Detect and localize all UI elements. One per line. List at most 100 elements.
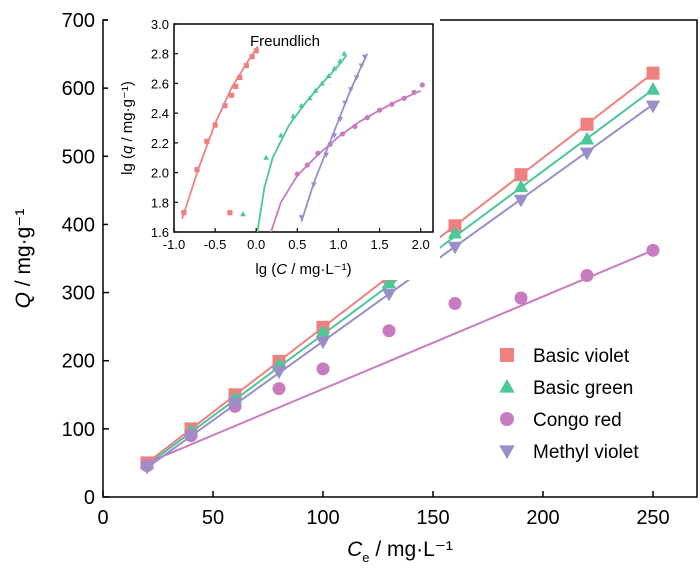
inset-y-tick-label: 2.8 — [151, 47, 169, 62]
inset-data-point — [306, 95, 313, 101]
data-point — [448, 219, 462, 233]
inset-x-tick-label: 1.5 — [371, 237, 389, 252]
data-point — [271, 366, 287, 380]
y-tick-label: 200 — [62, 351, 95, 373]
data-point — [447, 225, 463, 239]
legend-label: Congo red — [533, 410, 622, 431]
legend: Basic violet Basic green Congo red Methyl v… — [499, 346, 639, 463]
inset-data-point — [337, 58, 343, 64]
x-tick-label: 150 — [416, 507, 449, 529]
data-point — [272, 382, 286, 396]
inset-y-tick-label: 3.0 — [151, 17, 169, 32]
data-point — [227, 397, 243, 411]
data-point — [183, 430, 199, 444]
data-point — [381, 275, 397, 289]
inset-background — [108, 18, 440, 280]
inset-x-tick-label: 0.5 — [288, 237, 306, 252]
inset-data-point — [233, 83, 239, 89]
inset-data-point — [325, 73, 332, 79]
data-point — [579, 147, 595, 161]
x-tick-label: 50 — [202, 507, 224, 529]
inset-data-point — [389, 101, 395, 107]
legend-marker — [500, 412, 514, 426]
inset-data-point — [352, 123, 358, 130]
inset-data-point — [181, 210, 187, 216]
inset-data-point — [419, 82, 425, 88]
inset-data-point — [212, 122, 218, 128]
data-point — [381, 288, 397, 302]
y-tick-label: 0 — [84, 487, 95, 509]
legend-label: Basic green — [533, 378, 633, 399]
x-tick-label: 100 — [306, 507, 339, 529]
inset-data-point — [222, 103, 228, 109]
y-tick-label: 700 — [62, 10, 95, 32]
data-point — [382, 324, 396, 338]
inset-data-point — [331, 133, 338, 139]
x-axis-title: Ce / mg·L⁻¹ — [347, 538, 453, 565]
data-point — [447, 241, 463, 255]
inset-frame — [173, 23, 434, 233]
inset-series-basic-violet — [181, 45, 259, 219]
data-point — [645, 82, 661, 95]
y-tick-label: 100 — [62, 419, 95, 441]
legend-marker — [500, 348, 514, 362]
inset-data-point — [341, 50, 348, 56]
inset-x-tick-label: -0.5 — [204, 237, 226, 252]
inset-data-point — [298, 102, 305, 108]
data-point — [514, 168, 528, 182]
fit-line — [146, 103, 654, 469]
inset-y-tick-label: 1.8 — [151, 195, 169, 210]
inset-data-point — [278, 132, 284, 138]
data-point — [139, 461, 155, 475]
data-point — [513, 179, 529, 193]
y-tick-label: 300 — [62, 283, 95, 305]
inset-data-point — [337, 117, 343, 123]
inset-x-tick-label: 2.0 — [412, 237, 430, 252]
x-tick-label: 0 — [97, 507, 108, 529]
inset-data-point — [401, 95, 407, 101]
inset-data-point — [227, 210, 233, 216]
fit-line — [146, 249, 654, 464]
inset-data-point — [294, 171, 300, 177]
data-point — [514, 291, 528, 305]
inset-data-point — [339, 131, 346, 137]
inset-data-point — [253, 48, 259, 54]
inset-x-tick-label: 1.0 — [329, 237, 347, 252]
data-point — [315, 324, 331, 338]
inset-y-tick-label: 2.2 — [151, 136, 169, 151]
inset-data-point — [312, 87, 319, 93]
inset-plot: -1.0 -0.5 0.0 0.5 1.0 1.5 2.0 1.6 1.8 2.0 2.2 2.4 2.… — [108, 17, 440, 280]
inset-y-axis-title: lg (q / mg·g⁻¹) — [119, 81, 136, 175]
data-point — [448, 296, 462, 310]
inset-y-tick-label: 2.4 — [151, 106, 169, 121]
y-tick-label: 400 — [62, 214, 95, 236]
inset-series-basic-green — [240, 50, 348, 232]
inset-data-point — [304, 162, 310, 168]
inset-data-point — [237, 74, 243, 81]
inset-data-point — [361, 54, 368, 60]
inset-data-point — [347, 87, 354, 93]
data-point — [580, 117, 594, 131]
x-tick-label: 200 — [526, 507, 559, 529]
inset-data-point — [411, 89, 417, 95]
inset-data-point — [204, 138, 210, 144]
inset-y-tick-label: 1.6 — [151, 225, 169, 240]
inset-data-point — [249, 54, 255, 60]
y-tick-label: 500 — [62, 146, 95, 168]
data-point — [316, 362, 330, 376]
inset-x-tick-label: -1.0 — [163, 237, 185, 252]
series-methyl-violet — [139, 100, 661, 475]
inset-data-point — [310, 182, 317, 188]
data-point — [579, 131, 595, 145]
inset-data-point — [290, 113, 297, 119]
legend-marker — [499, 378, 515, 393]
data-point — [513, 194, 529, 208]
inset-data-point — [331, 65, 338, 71]
inset-y-tick-label: 2.6 — [151, 76, 169, 91]
data-point — [315, 336, 331, 350]
y-tick-label: 600 — [62, 78, 95, 100]
inset-title: Freundlich — [250, 33, 320, 50]
data-point — [646, 243, 660, 257]
inset-data-point — [194, 167, 200, 173]
